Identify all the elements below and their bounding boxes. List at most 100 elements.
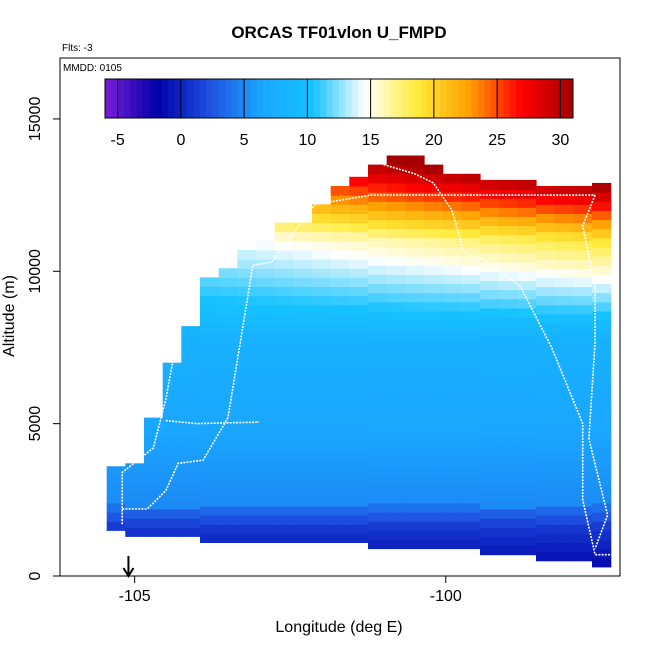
heatmap-cell [274, 304, 294, 315]
colorbar-swatch [111, 79, 119, 118]
heatmap-cell [517, 472, 537, 483]
heatmap-cell [144, 490, 164, 501]
heatmap-cell [349, 250, 369, 260]
colorbar-swatch [516, 79, 523, 118]
heatmap-cell [517, 408, 537, 419]
heatmap-cell [517, 509, 537, 519]
heatmap-cell [330, 505, 350, 516]
heatmap-cell [330, 496, 350, 507]
colorbar-swatch [187, 79, 194, 118]
heatmap-cell [330, 231, 350, 242]
heatmap-cell [368, 466, 388, 476]
heatmap-cell [312, 286, 332, 297]
heatmap-cell [517, 445, 537, 455]
heatmap-cell [312, 469, 332, 480]
heatmap-cell [237, 432, 257, 443]
heatmap-cell [368, 237, 388, 248]
colorbar-swatch [370, 79, 378, 118]
heatmap-cell [424, 374, 444, 385]
heatmap-cell [573, 396, 593, 406]
heatmap-cell [405, 210, 425, 221]
heatmap-cell [480, 189, 500, 199]
colorbar-swatch [155, 79, 163, 118]
heatmap-cell [200, 359, 220, 370]
heatmap-cell [312, 304, 332, 315]
heatmap-cell [498, 472, 518, 483]
heatmap-cell [368, 402, 388, 412]
colorbar-swatch [402, 79, 409, 118]
heatmap-cell [386, 237, 406, 248]
colorbar-swatch [326, 79, 334, 118]
heatmap-cell [237, 268, 257, 278]
heatmap-cell [256, 396, 276, 406]
heatmap-cell [424, 201, 444, 211]
colorbar-swatch [149, 79, 157, 118]
heatmap-cell [293, 268, 313, 278]
heatmap-cell [293, 432, 313, 443]
heatmap-cell [424, 539, 444, 550]
heatmap-cell [237, 414, 257, 425]
heatmap-cell [592, 201, 612, 211]
heatmap-cell [368, 420, 388, 431]
heatmap-cell [181, 371, 201, 382]
heatmap-cell [218, 460, 238, 470]
heatmap-cell [461, 484, 481, 495]
heatmap-cell [461, 283, 481, 294]
heatmap-cell [386, 292, 406, 303]
heatmap-cell [554, 451, 574, 461]
heatmap-cell [498, 435, 518, 446]
heatmap-cell [442, 274, 462, 284]
heatmap-cell [330, 204, 350, 214]
heatmap-cell [349, 268, 369, 278]
heatmap-cell [181, 481, 201, 492]
heatmap-cell [200, 515, 220, 525]
heatmap-cell [200, 524, 220, 534]
heatmap-cell [330, 286, 350, 297]
heatmap-cell [536, 304, 556, 315]
heatmap-cell [200, 304, 220, 315]
heatmap-cell [573, 524, 593, 534]
heatmap-cell [368, 512, 388, 522]
heatmap-cell [386, 201, 406, 211]
colorbar-swatch [142, 79, 150, 118]
heatmap-cell [461, 502, 481, 513]
heatmap-cell [106, 475, 126, 486]
heatmap-cell [200, 441, 220, 452]
heatmap-cell [442, 429, 462, 440]
heatmap-cell [461, 274, 481, 284]
heatmap-cell [573, 277, 593, 288]
heatmap-cell [536, 377, 556, 388]
heatmap-cell [480, 499, 500, 510]
heatmap-cell [274, 405, 294, 416]
heatmap-cell [237, 451, 257, 461]
colorbar-swatch [427, 79, 435, 118]
heatmap-cell [293, 487, 313, 498]
heatmap-cell [405, 201, 425, 211]
heatmap-cell [405, 365, 425, 376]
heatmap-cell [405, 438, 425, 449]
heatmap-cell [312, 377, 332, 388]
heatmap-cell [218, 423, 238, 434]
heatmap-cell [368, 539, 388, 550]
heatmap-cell [349, 332, 369, 342]
heatmap-cell [517, 344, 537, 355]
heatmap-cell [573, 186, 593, 196]
heatmap-cell [386, 521, 406, 531]
heatmap-cell [554, 387, 574, 397]
heatmap-cell [386, 155, 406, 166]
heatmap-cell [405, 429, 425, 440]
heatmap-cell [181, 490, 201, 501]
heatmap-cell [125, 527, 145, 537]
heatmap-cell [181, 435, 201, 446]
heatmap-cell [536, 240, 556, 251]
heatmap-cell [461, 411, 481, 422]
heatmap-cell [461, 475, 481, 486]
colorbar-swatch [376, 79, 384, 118]
heatmap-cell [573, 341, 593, 352]
heatmap-cell [573, 377, 593, 388]
heatmap-cell [573, 496, 593, 507]
heatmap-cell [181, 408, 201, 419]
heatmap-cell [573, 405, 593, 416]
heatmap-cell [256, 460, 276, 470]
